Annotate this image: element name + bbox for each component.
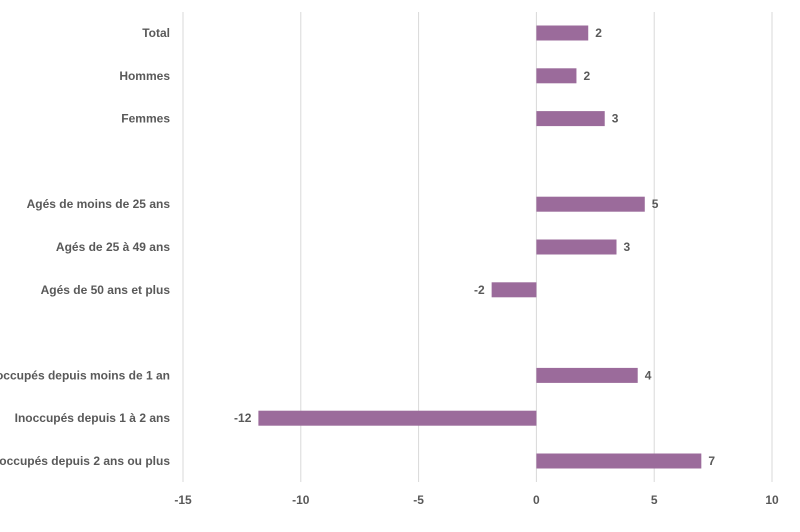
data-label: 3 bbox=[612, 112, 619, 126]
x-tick-label: -5 bbox=[413, 493, 424, 507]
category-label: Agés de 25 à 49 ans bbox=[56, 240, 170, 254]
x-axis-ticks: -15 -10 -5 0 5 10 bbox=[174, 493, 779, 507]
category-labels: Total Hommes Femmes Agés de moins de 25 ans… bbox=[0, 26, 170, 468]
category-label: Inoccupés depuis moins de 1 an bbox=[0, 368, 170, 382]
category-label: Agés de moins de 25 ans bbox=[27, 197, 171, 211]
x-tick-label: -15 bbox=[174, 493, 192, 507]
bar bbox=[536, 367, 638, 383]
category-label: Agés de 50 ans et plus bbox=[41, 283, 171, 297]
data-label: -12 bbox=[234, 411, 252, 425]
bar bbox=[536, 239, 617, 255]
x-tick-label: 0 bbox=[533, 493, 540, 507]
bar bbox=[491, 282, 537, 298]
data-label: 5 bbox=[652, 197, 659, 211]
category-label: Femmes bbox=[121, 112, 170, 126]
x-tick-label: -10 bbox=[292, 493, 310, 507]
bar bbox=[536, 196, 645, 212]
data-label: -2 bbox=[474, 283, 485, 297]
data-label: 2 bbox=[583, 69, 590, 83]
data-label: 2 bbox=[595, 26, 602, 40]
category-label: Hommes bbox=[119, 69, 170, 83]
x-tick-label: 10 bbox=[765, 493, 779, 507]
category-label: Inoccupés depuis 1 à 2 ans bbox=[15, 411, 171, 425]
x-tick-label: 5 bbox=[651, 493, 658, 507]
data-label: 7 bbox=[708, 454, 715, 468]
bar bbox=[536, 25, 589, 41]
data-label: 3 bbox=[624, 240, 631, 254]
gridlines bbox=[182, 12, 773, 482]
category-label: Total bbox=[142, 26, 170, 40]
data-label: 4 bbox=[645, 368, 652, 382]
bar bbox=[536, 111, 605, 127]
bars bbox=[258, 25, 702, 469]
bar bbox=[536, 453, 702, 469]
data-labels: 2 2 3 5 3 -2 4 -12 7 bbox=[234, 26, 715, 468]
bar bbox=[536, 68, 577, 84]
bar bbox=[258, 410, 537, 426]
category-label: Inoccupés depuis 2 ans ou plus bbox=[0, 454, 170, 468]
